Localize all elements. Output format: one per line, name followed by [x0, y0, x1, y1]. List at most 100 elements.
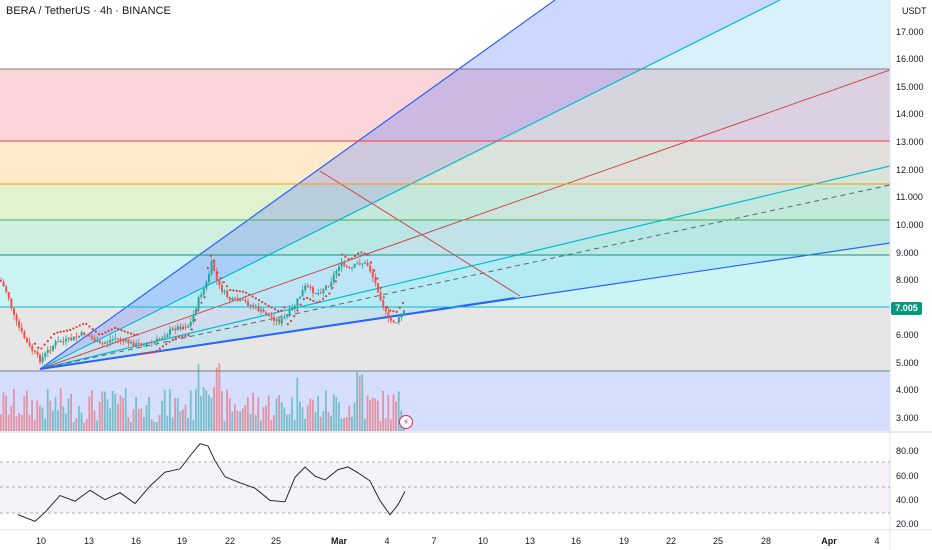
candle-body	[330, 282, 333, 287]
volume-bar	[145, 405, 148, 431]
volume-bar	[377, 400, 379, 431]
volume-bar	[234, 404, 236, 431]
sar-dot	[155, 349, 158, 352]
time-axis-label: 19	[618, 536, 630, 546]
candle-body	[135, 343, 138, 347]
current-price-tag: 7.005	[891, 302, 922, 315]
volume-bar	[223, 420, 226, 431]
candle-body	[283, 316, 286, 319]
volume-bar	[109, 408, 111, 431]
candle-body	[327, 285, 330, 287]
volume-bar	[296, 377, 299, 431]
volume-bar	[192, 419, 195, 431]
sar-dot	[273, 308, 277, 311]
volume-bar	[278, 395, 280, 431]
volume-bar	[270, 420, 273, 431]
symbol-title[interactable]: BERA / TetherUS · 4h · BINANCE	[6, 5, 171, 17]
sar-dot	[270, 306, 273, 309]
sar-dot	[251, 295, 254, 298]
candle-body	[171, 328, 174, 330]
sar-dot	[104, 331, 107, 334]
candle-body	[397, 317, 400, 323]
sar-dot	[190, 328, 193, 331]
time-axis-label: 7	[431, 536, 437, 546]
volume-bar	[236, 410, 239, 431]
volume-bar	[41, 407, 44, 431]
volume-bar	[140, 408, 143, 431]
candle-body	[257, 306, 260, 312]
volume-bar	[330, 415, 332, 431]
volume-bar	[364, 418, 366, 431]
candle-body	[176, 326, 179, 331]
candle-body	[236, 298, 239, 302]
candle-body	[5, 286, 8, 293]
sar-dot	[376, 277, 379, 280]
sar-dot	[392, 310, 395, 313]
candle-body	[150, 342, 153, 344]
volume-bar	[361, 374, 364, 431]
candle-body	[98, 340, 101, 344]
candle-body	[174, 328, 177, 331]
candle-body	[226, 290, 229, 298]
candle-body	[127, 339, 130, 344]
candle-body	[124, 339, 127, 341]
candle-body	[189, 321, 192, 326]
volume-bar	[392, 394, 395, 431]
volume-bar	[31, 400, 33, 431]
candle-body	[275, 319, 278, 321]
sar-dot	[120, 329, 123, 332]
volume-bar	[252, 392, 254, 431]
lightning-icon[interactable]: ⚡	[399, 415, 413, 429]
candle-body	[379, 292, 382, 301]
currency-label[interactable]: USDT	[902, 6, 927, 16]
sar-dot	[59, 330, 62, 333]
candle-body	[356, 263, 359, 265]
sar-dot	[232, 289, 235, 292]
volume-bar	[213, 387, 215, 431]
volume-bar	[358, 375, 361, 431]
sar-dot	[216, 271, 219, 274]
sar-dot	[81, 322, 85, 326]
sar-dot	[337, 273, 341, 277]
candle-body	[267, 315, 270, 317]
candle-body	[106, 342, 109, 344]
volume-bar	[49, 400, 52, 431]
volume-bar	[208, 394, 210, 431]
price-axis-label: 16.000	[896, 54, 924, 64]
candle-body	[18, 321, 21, 328]
candle-body	[10, 298, 13, 309]
candle-body	[184, 326, 187, 328]
candle-body	[26, 338, 28, 343]
rsi-line	[17, 443, 406, 522]
sar-dot	[296, 309, 299, 312]
candle-body	[221, 285, 223, 292]
sar-dot	[225, 285, 229, 288]
sar-dot	[360, 251, 363, 254]
sar-dot	[241, 290, 245, 293]
volume-bar	[257, 397, 260, 431]
volume-bar	[52, 410, 54, 431]
time-axis-label: Mar	[330, 536, 348, 546]
volume-bar	[13, 389, 15, 431]
volume-bar	[286, 414, 288, 431]
sar-dot	[318, 300, 321, 303]
candle-body	[163, 337, 166, 339]
candle-body	[361, 263, 364, 265]
volume-bar	[280, 402, 283, 431]
rsi-axis-label: 20.00	[896, 519, 919, 529]
rsi-pane[interactable]	[0, 443, 890, 522]
candle-body	[384, 307, 387, 312]
candle-body	[195, 308, 197, 315]
price-axis-label: 17.000	[896, 27, 924, 37]
candle-body	[49, 350, 52, 352]
volume-bar	[135, 397, 137, 431]
volume-bar	[283, 407, 286, 431]
candle-body	[57, 341, 60, 343]
candle-body	[200, 294, 203, 297]
sar-dot	[187, 334, 190, 337]
volume-bar	[182, 409, 184, 431]
sar-dot	[257, 299, 261, 302]
time-axis-label: 25	[270, 536, 282, 546]
sar-dot	[373, 269, 376, 272]
